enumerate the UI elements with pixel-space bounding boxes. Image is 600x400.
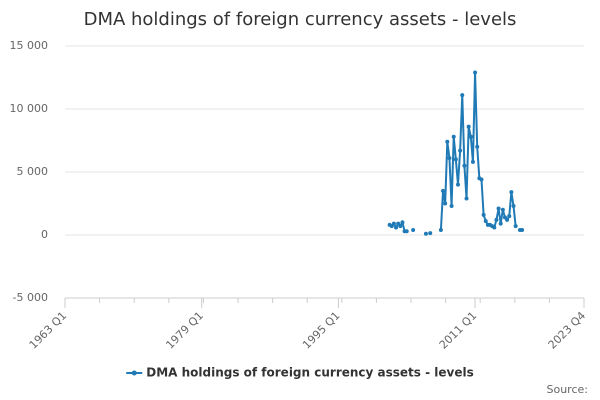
data-point — [498, 221, 503, 226]
data-point — [470, 159, 475, 164]
data-point — [447, 156, 452, 161]
data-point — [455, 182, 460, 187]
data-point — [460, 93, 465, 98]
data-point — [496, 206, 501, 211]
data-point — [400, 220, 405, 225]
data-point — [513, 224, 518, 229]
legend-label: DMA holdings of foreign currency assets … — [146, 366, 474, 380]
source: Source: — [547, 383, 589, 396]
data-point — [453, 157, 458, 162]
y-tick-label: 15 000 — [10, 39, 49, 52]
data-point — [479, 177, 484, 182]
x-tick-label: 1963 Q1 — [27, 309, 70, 352]
x-tick-label: 2011 Q1 — [437, 309, 480, 352]
data-point — [443, 201, 448, 206]
data-point — [473, 70, 478, 75]
data-point — [423, 231, 428, 236]
data-point — [458, 148, 463, 153]
data-point — [391, 221, 396, 226]
data-point — [411, 227, 416, 232]
data-point — [500, 207, 505, 212]
data-point — [404, 229, 409, 234]
data-point — [464, 196, 469, 201]
legend-marker — [131, 370, 137, 376]
data-point — [481, 212, 486, 217]
data-point — [394, 225, 399, 230]
y-tick-label: 5 000 — [17, 165, 49, 178]
data-point — [511, 204, 516, 209]
data-point — [483, 219, 488, 224]
y-tick-label: 10 000 — [10, 102, 49, 115]
y-tick-label: 0 — [41, 228, 48, 241]
data-point — [505, 217, 510, 222]
data-point — [475, 144, 480, 149]
data-point — [492, 225, 497, 230]
data-point — [509, 190, 514, 195]
data-point — [451, 134, 456, 139]
data-point — [438, 227, 443, 232]
data-point — [398, 224, 403, 229]
data-point — [428, 231, 433, 236]
data-point — [520, 227, 525, 232]
data-point — [494, 217, 499, 222]
x-tick-label: 1995 Q1 — [300, 309, 343, 352]
y-tick-label: -5 000 — [13, 291, 48, 304]
data-point — [441, 188, 446, 193]
data-point — [462, 163, 467, 168]
data-point — [449, 204, 454, 209]
data-point — [445, 139, 450, 144]
data-point — [466, 124, 471, 129]
x-tick-label: 2023 Q4 — [546, 309, 589, 352]
x-tick-label: 1979 Q1 — [163, 309, 206, 352]
chart-title: DMA holdings of foreign currency assets … — [84, 9, 517, 30]
data-point — [468, 134, 473, 139]
data-point — [507, 214, 512, 219]
